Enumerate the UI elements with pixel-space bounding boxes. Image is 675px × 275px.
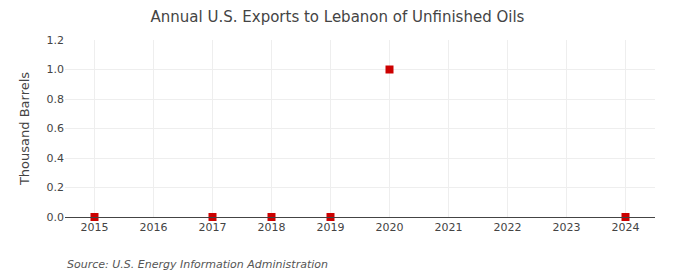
svg-text:1.0: 1.0 (47, 63, 65, 76)
svg-text:2015: 2015 (81, 221, 109, 234)
svg-text:2019: 2019 (317, 221, 345, 234)
svg-text:2022: 2022 (494, 221, 522, 234)
svg-text:0.6: 0.6 (47, 122, 65, 135)
svg-text:Source: U.S. Energy Informatio: Source: U.S. Energy Information Administ… (67, 258, 328, 271)
svg-text:2023: 2023 (553, 221, 581, 234)
svg-text:2016: 2016 (140, 221, 168, 234)
svg-text:2018: 2018 (258, 221, 286, 234)
svg-text:2021: 2021 (435, 221, 463, 234)
svg-text:0.0: 0.0 (47, 211, 65, 224)
svg-text:0.8: 0.8 (47, 93, 65, 106)
svg-text:Annual U.S. Exports to Lebanon: Annual U.S. Exports to Lebanon of Unfini… (151, 8, 525, 26)
svg-text:0.2: 0.2 (47, 181, 65, 194)
svg-text:Thousand Barrels: Thousand Barrels (17, 72, 32, 186)
svg-text:2017: 2017 (199, 221, 227, 234)
svg-text:1.2: 1.2 (47, 34, 65, 47)
svg-text:2024: 2024 (612, 221, 640, 234)
svg-text:2020: 2020 (376, 221, 404, 234)
svg-text:0.4: 0.4 (47, 152, 65, 165)
